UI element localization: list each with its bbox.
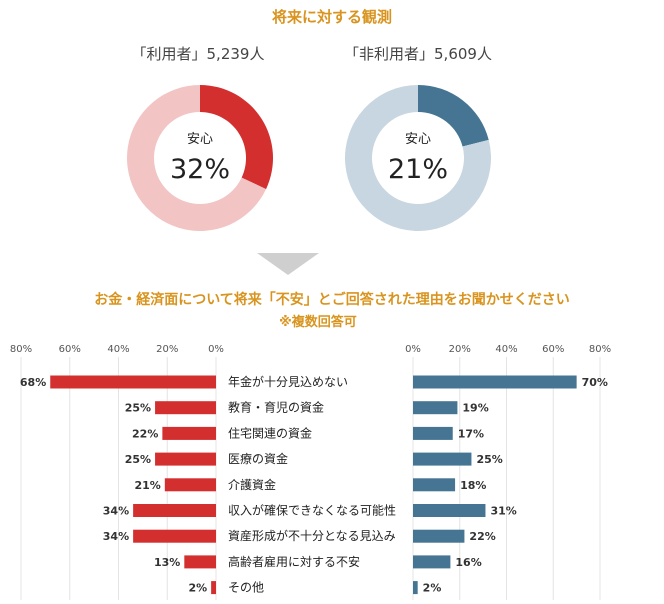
tick-label-left: 80% xyxy=(10,344,32,355)
data-label-left: 25% xyxy=(125,402,151,415)
tick-label-left: 40% xyxy=(107,344,129,355)
tick-label-right: 20% xyxy=(449,344,471,355)
donut-slice xyxy=(345,85,491,231)
data-label-left: 13% xyxy=(154,556,180,569)
bar-left xyxy=(211,581,216,595)
data-label-right: 2% xyxy=(423,582,442,595)
category-label: その他 xyxy=(228,581,264,595)
bar-right xyxy=(413,478,456,492)
donut-1-label: 「利用者」5,239人 xyxy=(132,45,265,63)
bar-left xyxy=(133,529,216,543)
bar-right xyxy=(413,581,418,595)
category-label: 教育・育児の資金 xyxy=(228,400,324,415)
data-label-left: 22% xyxy=(132,427,158,440)
data-label-left: 34% xyxy=(103,505,129,518)
bar-left xyxy=(155,452,216,466)
bar-right xyxy=(413,426,453,440)
tick-label-left: 60% xyxy=(59,344,81,355)
bar-left xyxy=(164,478,216,492)
bar-left xyxy=(184,555,216,569)
donut-1-center-label: 安心 xyxy=(187,132,213,147)
tick-label-right: 40% xyxy=(495,344,517,355)
tick-label-left: 20% xyxy=(156,344,178,355)
bar-right xyxy=(413,452,472,466)
category-label: 収入が確保できなくなる可能性 xyxy=(228,503,396,518)
tick-label-right: 80% xyxy=(589,344,611,355)
data-label-right: 17% xyxy=(458,427,484,440)
donut-slice xyxy=(200,85,273,190)
bar-left xyxy=(133,504,216,517)
data-label-right: 70% xyxy=(582,376,608,389)
bar-left xyxy=(155,401,216,415)
bar-left xyxy=(162,426,216,440)
question-title: お金・経済面について将来「不安」とご回答された理由をお聞かせください xyxy=(94,291,570,308)
data-label-right: 19% xyxy=(462,402,488,415)
data-label-left: 2% xyxy=(188,582,207,595)
donut-slice xyxy=(418,85,489,147)
donut-2-center-label: 安心 xyxy=(405,132,431,147)
category-label: 資産形成が不十分となる見込み xyxy=(228,528,396,543)
category-label: 年金が十分見込めない xyxy=(228,374,348,389)
data-label-right: 25% xyxy=(476,453,502,466)
down-arrow-icon xyxy=(257,253,319,275)
data-label-left: 21% xyxy=(134,479,160,492)
bar-chart: 80% 60% 40% 20% 0% 0% 20% 40% 60% 80% 68% 70% 年金が十分見… xyxy=(10,344,611,600)
bar-left xyxy=(50,375,216,389)
data-label-right: 22% xyxy=(469,530,495,543)
category-label: 住宅関連の資金 xyxy=(228,425,312,440)
bar-right xyxy=(413,375,577,389)
data-label-left: 68% xyxy=(20,376,46,389)
donut-chart-users xyxy=(127,85,273,231)
data-label-right: 31% xyxy=(490,505,516,518)
bar-right xyxy=(413,555,451,569)
category-label: 医療の資金 xyxy=(228,451,288,466)
tick-label-right: 60% xyxy=(542,344,564,355)
category-label: 高齢者雇用に対する不安 xyxy=(228,554,360,569)
tick-label-right: 0% xyxy=(405,344,421,355)
donut-2-label: 「非利用者」5,609人 xyxy=(344,45,492,63)
data-label-left: 34% xyxy=(103,530,129,543)
bar-right xyxy=(413,529,465,543)
tick-label-left: 0% xyxy=(208,344,224,355)
donut-1-center-value: 32% xyxy=(170,154,230,185)
donut-slice xyxy=(127,85,267,231)
bar-right xyxy=(413,401,458,415)
data-label-right: 16% xyxy=(455,556,481,569)
data-label-left: 25% xyxy=(125,453,151,466)
data-label-right: 18% xyxy=(460,479,486,492)
question-subtitle: ※複数回答可 xyxy=(279,314,357,330)
donut-chart-nonusers xyxy=(345,85,491,231)
section-title: 将来に対する観測 xyxy=(272,8,392,26)
bar-right xyxy=(413,504,486,517)
donut-2-center-value: 21% xyxy=(388,154,448,185)
category-label: 介護資金 xyxy=(228,477,276,492)
